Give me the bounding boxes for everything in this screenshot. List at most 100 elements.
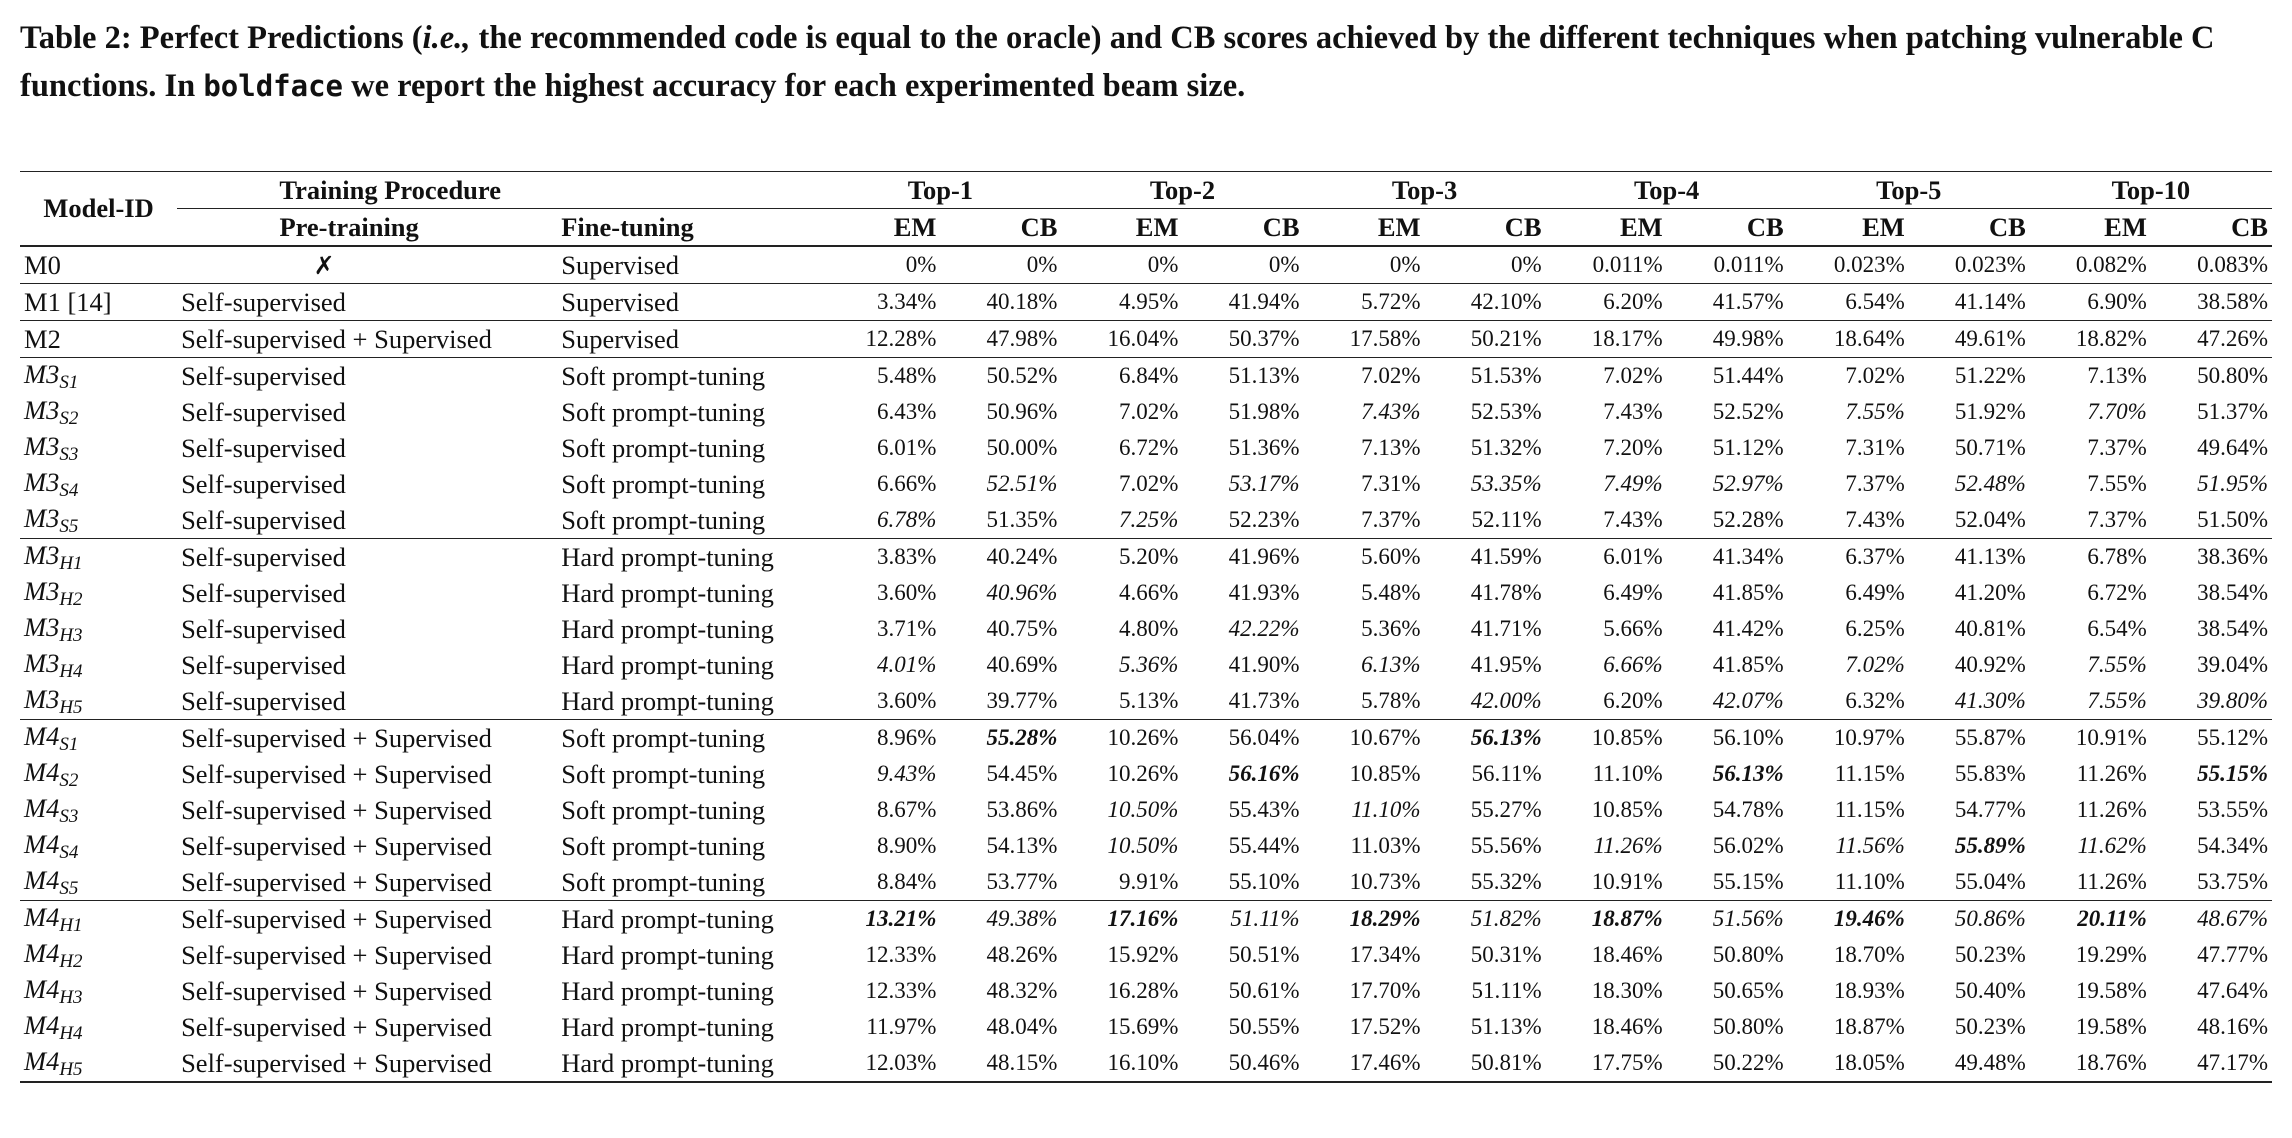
- cb-value-cell: 55.43%: [1228, 797, 1300, 822]
- model-id-cell: M4H5: [20, 1045, 178, 1083]
- table-row: M4H1 Self-supervised + Supervised Hard pro…: [20, 900, 2272, 937]
- em-value-cell: 18.87%: [1833, 1014, 1905, 1039]
- fine-tuning-cell: Hard prompt-tuning: [561, 1011, 774, 1042]
- model-id-cell: M4S4: [20, 828, 177, 864]
- em-value-cell: 13.21%: [819, 900, 941, 937]
- pre-training-cell: Self-supervised + Supervised: [177, 1045, 558, 1083]
- model-id-cell: M3S5: [20, 502, 177, 539]
- pre-training-cell: Self-supervised + Supervised: [181, 830, 492, 861]
- em-value-cell: 7.43%: [1603, 507, 1663, 532]
- em-value-cell: 0%: [1147, 252, 1179, 277]
- em-value-cell: 7.02%: [1845, 652, 1905, 677]
- em-value-cell: 7.49%: [1603, 471, 1663, 496]
- table-row: M4S3 Self-supervised + Supervised Soft pro…: [20, 792, 2272, 828]
- caption-text-1: Perfect Predictions (: [131, 20, 423, 56]
- fine-tuning-cell: Hard prompt-tuning: [557, 900, 820, 937]
- cb-value-cell: 0%: [1268, 252, 1300, 277]
- cb-value-cell: 50.65%: [1712, 978, 1784, 1003]
- em-value-cell: 8.96%: [819, 719, 941, 756]
- model-id-cell: M4S1: [20, 719, 178, 756]
- em-value-cell: 10.85%: [1545, 719, 1667, 756]
- pre-training-cell: Self-supervised + Supervised: [181, 794, 492, 825]
- cb-value-cell: 56.02%: [1712, 833, 1784, 858]
- table-row: M3S1 Self-supervised Soft prompt-tuning 5.4…: [20, 357, 2272, 394]
- em-value-cell: 11.03%: [1350, 833, 1421, 858]
- cb-value-cell: 48.15%: [940, 1045, 1062, 1083]
- model-id-base: M4: [24, 792, 60, 823]
- em-value-cell: 0%: [1389, 252, 1421, 277]
- cb-value-cell: 51.92%: [1954, 399, 2026, 424]
- cb-value-cell: 42.00%: [1470, 688, 1542, 713]
- em-value-cell: 4.01%: [876, 652, 937, 677]
- em-value-cell: 7.55%: [1845, 399, 1905, 424]
- cb-value-cell: 51.82%: [1424, 900, 1546, 937]
- table-row: M4H2 Self-supervised + Supervised Hard pro…: [20, 937, 2272, 973]
- cb-value-cell: 47.26%: [2150, 320, 2272, 358]
- fine-tuning-cell: Soft prompt-tuning: [561, 468, 766, 499]
- table-row: M3S2 Self-supervised Soft prompt-tuning 6.4…: [20, 394, 2272, 430]
- model-id-cell: M3H5: [20, 683, 177, 720]
- model-id-base: M3: [24, 358, 60, 389]
- cb-value-cell: 52.51%: [986, 471, 1058, 496]
- pre-training-cell: Self-supervised + Supervised: [181, 758, 492, 789]
- fine-tuning-cell: Soft prompt-tuning: [561, 396, 766, 427]
- cb-value-cell: 42.22%: [1228, 616, 1300, 641]
- em-value-cell: 6.66%: [876, 471, 937, 496]
- em-value-cell: 16.10%: [1061, 1045, 1183, 1083]
- model-id-subscript: H4: [59, 660, 83, 682]
- caption-text-3: we report the highest accuracy for each …: [343, 68, 1246, 104]
- table-row: M3S3 Self-supervised Soft prompt-tuning 6.0…: [20, 430, 2272, 466]
- pre-training-cell: Self-supervised + Supervised: [177, 719, 558, 756]
- table-row: M0 ✗ Supervised 0% 0% 0% 0% 0% 0% 0.011% 0.011% 0.0…: [20, 246, 2272, 284]
- em-value-cell: 7.02%: [1303, 357, 1425, 394]
- model-id-cell: M3H3: [20, 611, 177, 647]
- em-value-cell: 3.60%: [876, 688, 937, 713]
- cb-value-cell: 50.00%: [986, 435, 1058, 460]
- em-value-cell: 17.75%: [1545, 1045, 1667, 1083]
- table-row: M4H5 Self-supervised + Supervised Hard pro…: [20, 1045, 2272, 1083]
- em-value-cell: 10.91%: [2029, 719, 2151, 756]
- em-value-cell: 19.46%: [1787, 900, 1909, 937]
- cb-value-cell: 50.37%: [1182, 320, 1304, 358]
- em-value-cell: 10.97%: [1787, 719, 1909, 756]
- table-body: M0 ✗ Supervised 0% 0% 0% 0% 0% 0% 0.011% 0.011% 0.0…: [20, 246, 2272, 1083]
- caption-text-2: the recommended code is equal to the ora…: [20, 20, 2215, 104]
- cb-value-cell: 40.69%: [986, 652, 1058, 677]
- cb-value-cell: 52.48%: [1954, 471, 2026, 496]
- table-row: M3S5 Self-supervised Soft prompt-tuning 6.7…: [20, 502, 2272, 539]
- em-value-cell: 6.43%: [876, 399, 937, 424]
- cb-value-cell: 53.35%: [1470, 471, 1542, 496]
- header-row-2: Pre-training Fine-tuning EM CB EM CB EM …: [20, 208, 2272, 247]
- em-value-cell: 17.46%: [1303, 1045, 1425, 1083]
- cb-value-cell: 49.64%: [2197, 435, 2268, 460]
- pre-training-cell: Self-supervised: [181, 685, 346, 716]
- cb-value-cell: 38.36%: [2150, 538, 2272, 575]
- em-value-cell: 7.55%: [2087, 471, 2147, 496]
- cb-value-cell: 51.32%: [1470, 435, 1542, 460]
- cb-value-cell: 47.64%: [2197, 978, 2268, 1003]
- model-id-subscript: H5: [59, 696, 83, 718]
- cb-value-cell: 51.11%: [1182, 900, 1304, 937]
- cb-value-cell: 55.15%: [2197, 761, 2268, 786]
- em-value-cell: 11.26%: [2076, 797, 2147, 822]
- em-value-cell: 7.13%: [2029, 357, 2151, 394]
- em-value-cell: 8.84%: [876, 869, 937, 894]
- em-value-cell: 8.67%: [876, 797, 937, 822]
- cb-value-cell: 39.80%: [2197, 688, 2268, 713]
- em-value-cell: 12.28%: [819, 320, 941, 358]
- cb-value-cell: 52.11%: [1471, 507, 1542, 532]
- model-id-base: M3: [24, 539, 60, 570]
- model-id-cell: M3S1: [20, 357, 178, 394]
- cb-value-cell: 51.37%: [2197, 399, 2268, 424]
- model-id-cell: M4H4: [20, 1009, 177, 1045]
- em-value-cell: 0.023%: [1833, 252, 1905, 277]
- em-value-cell: 6.54%: [1787, 283, 1909, 321]
- model-id-base: M4: [24, 901, 60, 932]
- em-value-cell: 6.01%: [1545, 538, 1667, 575]
- em-value-cell: 4.80%: [1119, 616, 1179, 641]
- em-value-cell: 3.60%: [876, 580, 937, 605]
- pre-training-cell: Self-supervised + Supervised: [181, 1011, 492, 1042]
- em-value-cell: 5.72%: [1303, 283, 1425, 321]
- em-value-cell: 7.13%: [1361, 435, 1421, 460]
- model-id-base: M4: [24, 756, 60, 787]
